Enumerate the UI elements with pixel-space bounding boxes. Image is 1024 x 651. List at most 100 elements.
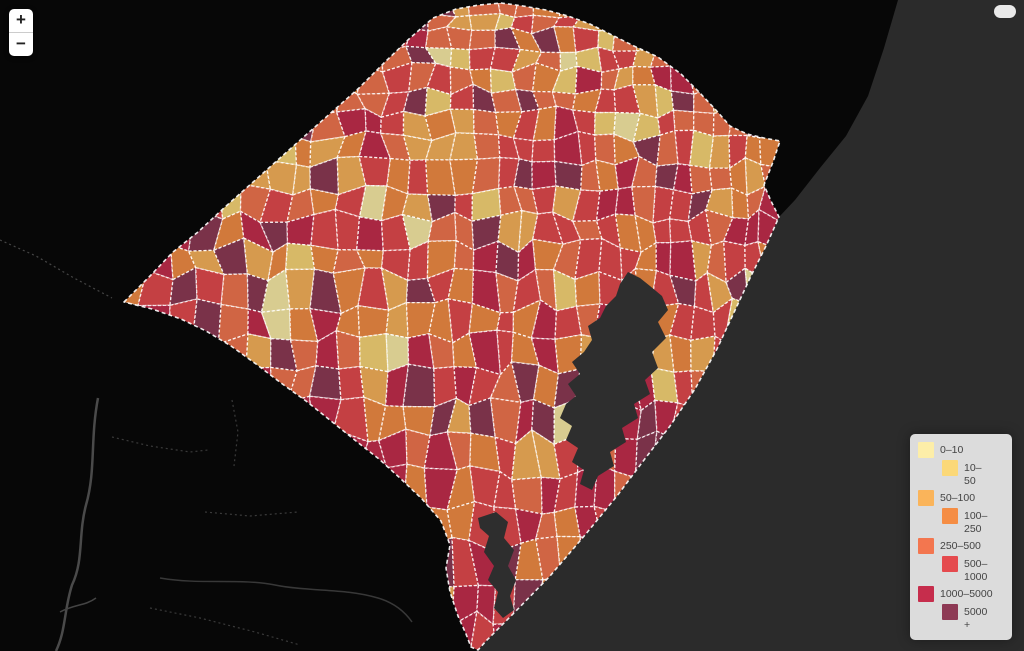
municipality-polygon[interactable] [334, 208, 361, 251]
municipality-polygon[interactable] [654, 399, 679, 438]
municipality-polygon[interactable] [655, 242, 672, 276]
municipality-polygon[interactable] [216, 116, 248, 143]
municipality-polygon[interactable] [454, 193, 474, 222]
municipality-polygon[interactable] [264, 614, 288, 651]
municipality-polygon[interactable] [758, 47, 784, 74]
municipality-polygon[interactable] [425, 47, 453, 68]
municipality-polygon[interactable] [86, 45, 121, 70]
municipality-polygon[interactable] [216, 14, 243, 32]
municipality-polygon[interactable] [382, 572, 410, 626]
municipality-polygon[interactable] [235, 155, 272, 190]
municipality-polygon[interactable] [188, 467, 221, 512]
municipality-polygon[interactable] [709, 0, 734, 5]
municipality-polygon[interactable] [84, 66, 112, 91]
municipality-polygon[interactable] [264, 66, 295, 95]
municipality-polygon[interactable] [494, 27, 521, 51]
municipality-polygon[interactable] [760, 87, 783, 114]
municipality-polygon[interactable] [161, 129, 197, 160]
municipality-polygon[interactable] [314, 545, 345, 584]
municipality-polygon[interactable] [315, 0, 342, 4]
municipality-polygon[interactable] [235, 66, 271, 95]
municipality-polygon[interactable] [636, 15, 660, 35]
municipality-polygon[interactable] [577, 130, 597, 167]
municipality-polygon[interactable] [425, 0, 456, 5]
municipality-polygon[interactable] [746, 185, 767, 220]
municipality-polygon[interactable] [611, 3, 639, 18]
municipality-polygon[interactable] [109, 213, 146, 253]
municipality-polygon[interactable] [408, 61, 437, 93]
municipality-polygon[interactable] [211, 577, 250, 627]
municipality-polygon[interactable] [497, 209, 523, 254]
municipality-polygon[interactable] [674, 129, 695, 166]
municipality-polygon[interactable] [84, 90, 120, 109]
municipality-polygon[interactable] [335, 330, 361, 370]
municipality-polygon[interactable] [211, 1, 243, 17]
municipality-polygon[interactable] [426, 536, 455, 588]
municipality-polygon[interactable] [338, 506, 367, 550]
municipality-polygon[interactable] [636, 2, 660, 18]
municipality-polygon[interactable] [364, 536, 389, 589]
municipality-polygon[interactable] [364, 108, 382, 134]
municipality-polygon[interactable] [110, 43, 145, 67]
municipality-polygon[interactable] [311, 428, 335, 475]
municipality-polygon[interactable] [777, 0, 794, 18]
municipality-polygon[interactable] [259, 0, 298, 5]
municipality-polygon[interactable] [166, 402, 191, 442]
municipality-polygon[interactable] [135, 612, 170, 651]
municipality-polygon[interactable] [213, 138, 245, 164]
municipality-polygon[interactable] [192, 503, 222, 544]
municipality-polygon[interactable] [145, 157, 169, 194]
municipality-polygon[interactable] [740, 88, 763, 114]
zoom-out-button[interactable]: − [9, 32, 33, 56]
municipality-polygon[interactable] [781, 27, 800, 49]
municipality-polygon[interactable] [161, 510, 197, 552]
municipality-polygon[interactable] [631, 0, 659, 4]
municipality-polygon[interactable] [668, 218, 693, 244]
municipality-polygon[interactable] [162, 11, 196, 31]
municipality-polygon[interactable] [613, 111, 641, 143]
municipality-polygon[interactable] [493, 470, 517, 510]
municipality-polygon[interactable] [593, 0, 614, 18]
municipality-polygon[interactable] [467, 0, 499, 4]
municipality-polygon[interactable] [166, 339, 193, 372]
municipality-polygon[interactable] [364, 615, 388, 651]
municipality-polygon[interactable] [532, 0, 564, 5]
municipality-polygon[interactable] [446, 465, 476, 511]
municipality-polygon[interactable] [315, 330, 340, 370]
municipality-polygon[interactable] [783, 110, 795, 135]
municipality-polygon[interactable] [669, 48, 696, 67]
municipality-polygon[interactable] [332, 249, 366, 274]
municipality-polygon[interactable] [447, 298, 474, 344]
municipality-polygon[interactable] [357, 305, 390, 338]
municipality-polygon[interactable] [266, 25, 296, 53]
municipality-polygon[interactable] [619, 247, 642, 282]
municipality-polygon[interactable] [668, 10, 699, 29]
municipality-polygon[interactable] [635, 29, 658, 52]
municipality-polygon[interactable] [286, 0, 319, 4]
municipality-polygon[interactable] [195, 267, 225, 306]
municipality-polygon[interactable] [364, 572, 388, 626]
municipality-polygon[interactable] [214, 467, 242, 509]
municipality-polygon[interactable] [424, 612, 458, 651]
municipality-polygon[interactable] [315, 1, 342, 18]
municipality-polygon[interactable] [656, 129, 679, 167]
municipality-polygon[interactable] [245, 333, 272, 370]
municipality-polygon[interactable] [468, 46, 496, 71]
municipality-polygon[interactable] [186, 370, 218, 408]
municipality-polygon[interactable] [793, 130, 814, 157]
municipality-polygon[interactable] [689, 164, 713, 195]
municipality-polygon[interactable] [385, 301, 409, 339]
municipality-polygon[interactable] [449, 66, 474, 96]
municipality-polygon[interactable] [740, 0, 766, 5]
municipality-polygon[interactable] [381, 61, 413, 94]
municipality-polygon[interactable] [236, 427, 266, 481]
municipality-polygon[interactable] [740, 66, 763, 92]
municipality-polygon[interactable] [287, 434, 316, 475]
municipality-polygon[interactable] [314, 506, 342, 550]
municipality-polygon[interactable] [511, 62, 537, 93]
municipality-polygon[interactable] [109, 246, 148, 279]
municipality-polygon[interactable] [705, 187, 734, 219]
municipality-polygon[interactable] [87, 364, 121, 408]
municipality-polygon[interactable] [712, 297, 733, 343]
